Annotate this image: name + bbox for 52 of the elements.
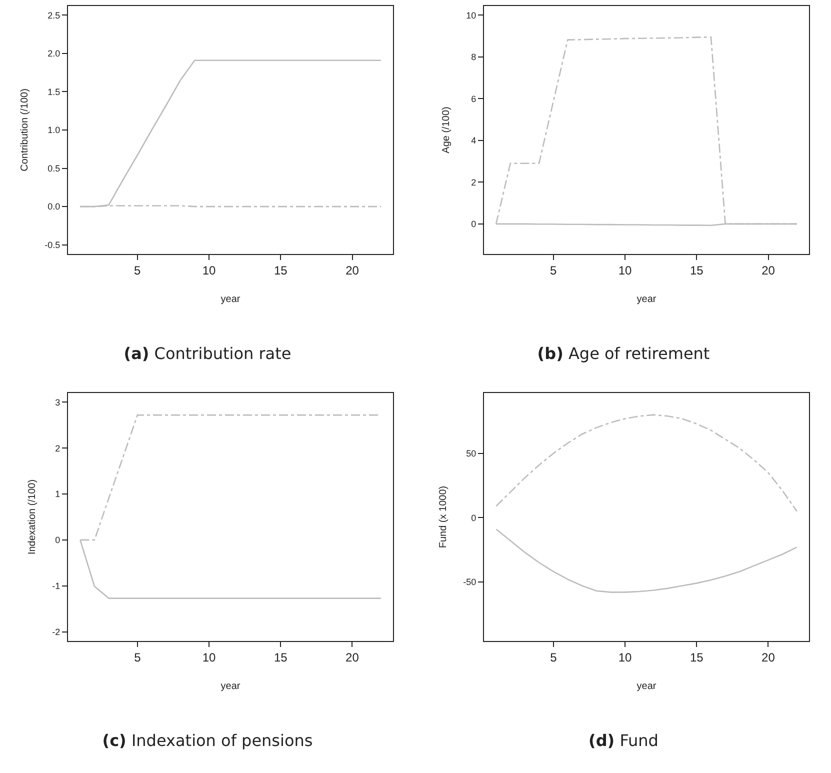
x-tick-label: 20 [346, 263, 360, 278]
x-tick-label: 10 [202, 263, 216, 278]
y-axis-title: Age (/100) [441, 106, 452, 154]
x-tick-label: 20 [346, 650, 360, 664]
x-tick-label: 15 [274, 263, 288, 278]
y-tick-label: 0.5 [48, 163, 60, 174]
x-tick-label: 15 [690, 650, 704, 664]
y-tick-label: 0.0 [48, 202, 60, 212]
x-tick-label: 10 [618, 263, 632, 278]
x-tick-label: 5 [134, 650, 142, 664]
y-tick-label: -0.5 [44, 240, 60, 250]
y-tick-label: 2 [55, 443, 60, 454]
x-axis-title: year [636, 294, 657, 305]
x-tick-label: 15 [274, 650, 288, 664]
y-axis-title: Fund (x 1000) [438, 486, 450, 548]
y-tick-label: 8 [471, 52, 476, 62]
x-tick-label: 5 [134, 263, 142, 278]
line-series [496, 414, 798, 512]
x-tick-label: 5 [550, 263, 558, 278]
y-tick-label: 0 [471, 219, 476, 230]
y-tick-label: -1 [52, 581, 60, 592]
y-tick-label: -50 [463, 577, 476, 588]
x-tick-label: 20 [762, 263, 776, 278]
y-tick-label: 2.5 [48, 10, 60, 20]
y-axis-title: Indexation (/100) [27, 479, 38, 555]
text: (d) Fund [588, 730, 658, 750]
x-tick-label: 10 [618, 650, 632, 664]
y-tick-label: 2.0 [48, 48, 60, 59]
y-tick-label: 3 [55, 397, 60, 408]
y-tick-label: -2 [52, 626, 60, 637]
x-tick-label: 20 [762, 650, 776, 664]
x-tick-label: 15 [690, 263, 704, 278]
y-tick-label: 10 [466, 10, 476, 20]
line-series [496, 528, 798, 593]
x-axis-title: year [220, 294, 241, 305]
y-tick-label: 6 [471, 94, 476, 104]
x-axis-title: year [636, 680, 657, 692]
y-tick-label: 4 [471, 136, 476, 146]
x-tick-label: 10 [202, 650, 216, 664]
y-tick-label: 50 [466, 448, 476, 459]
y-tick-label: 0 [55, 535, 60, 546]
y-tick-label: 2 [471, 177, 476, 188]
text: (b) Age of retirement [537, 344, 710, 363]
text: (c) Indexation of pensions [102, 730, 313, 750]
x-tick-label: 5 [550, 650, 558, 664]
y-tick-label: 1.0 [48, 125, 60, 136]
y-axis-title: Contribution (/100) [20, 88, 31, 172]
y-tick-label: 0 [471, 512, 476, 523]
y-tick-label: 1.5 [48, 86, 60, 97]
text: (a) Contribution rate [124, 344, 292, 363]
y-tick-label: 1 [55, 489, 60, 500]
x-axis-title: year [220, 680, 241, 692]
